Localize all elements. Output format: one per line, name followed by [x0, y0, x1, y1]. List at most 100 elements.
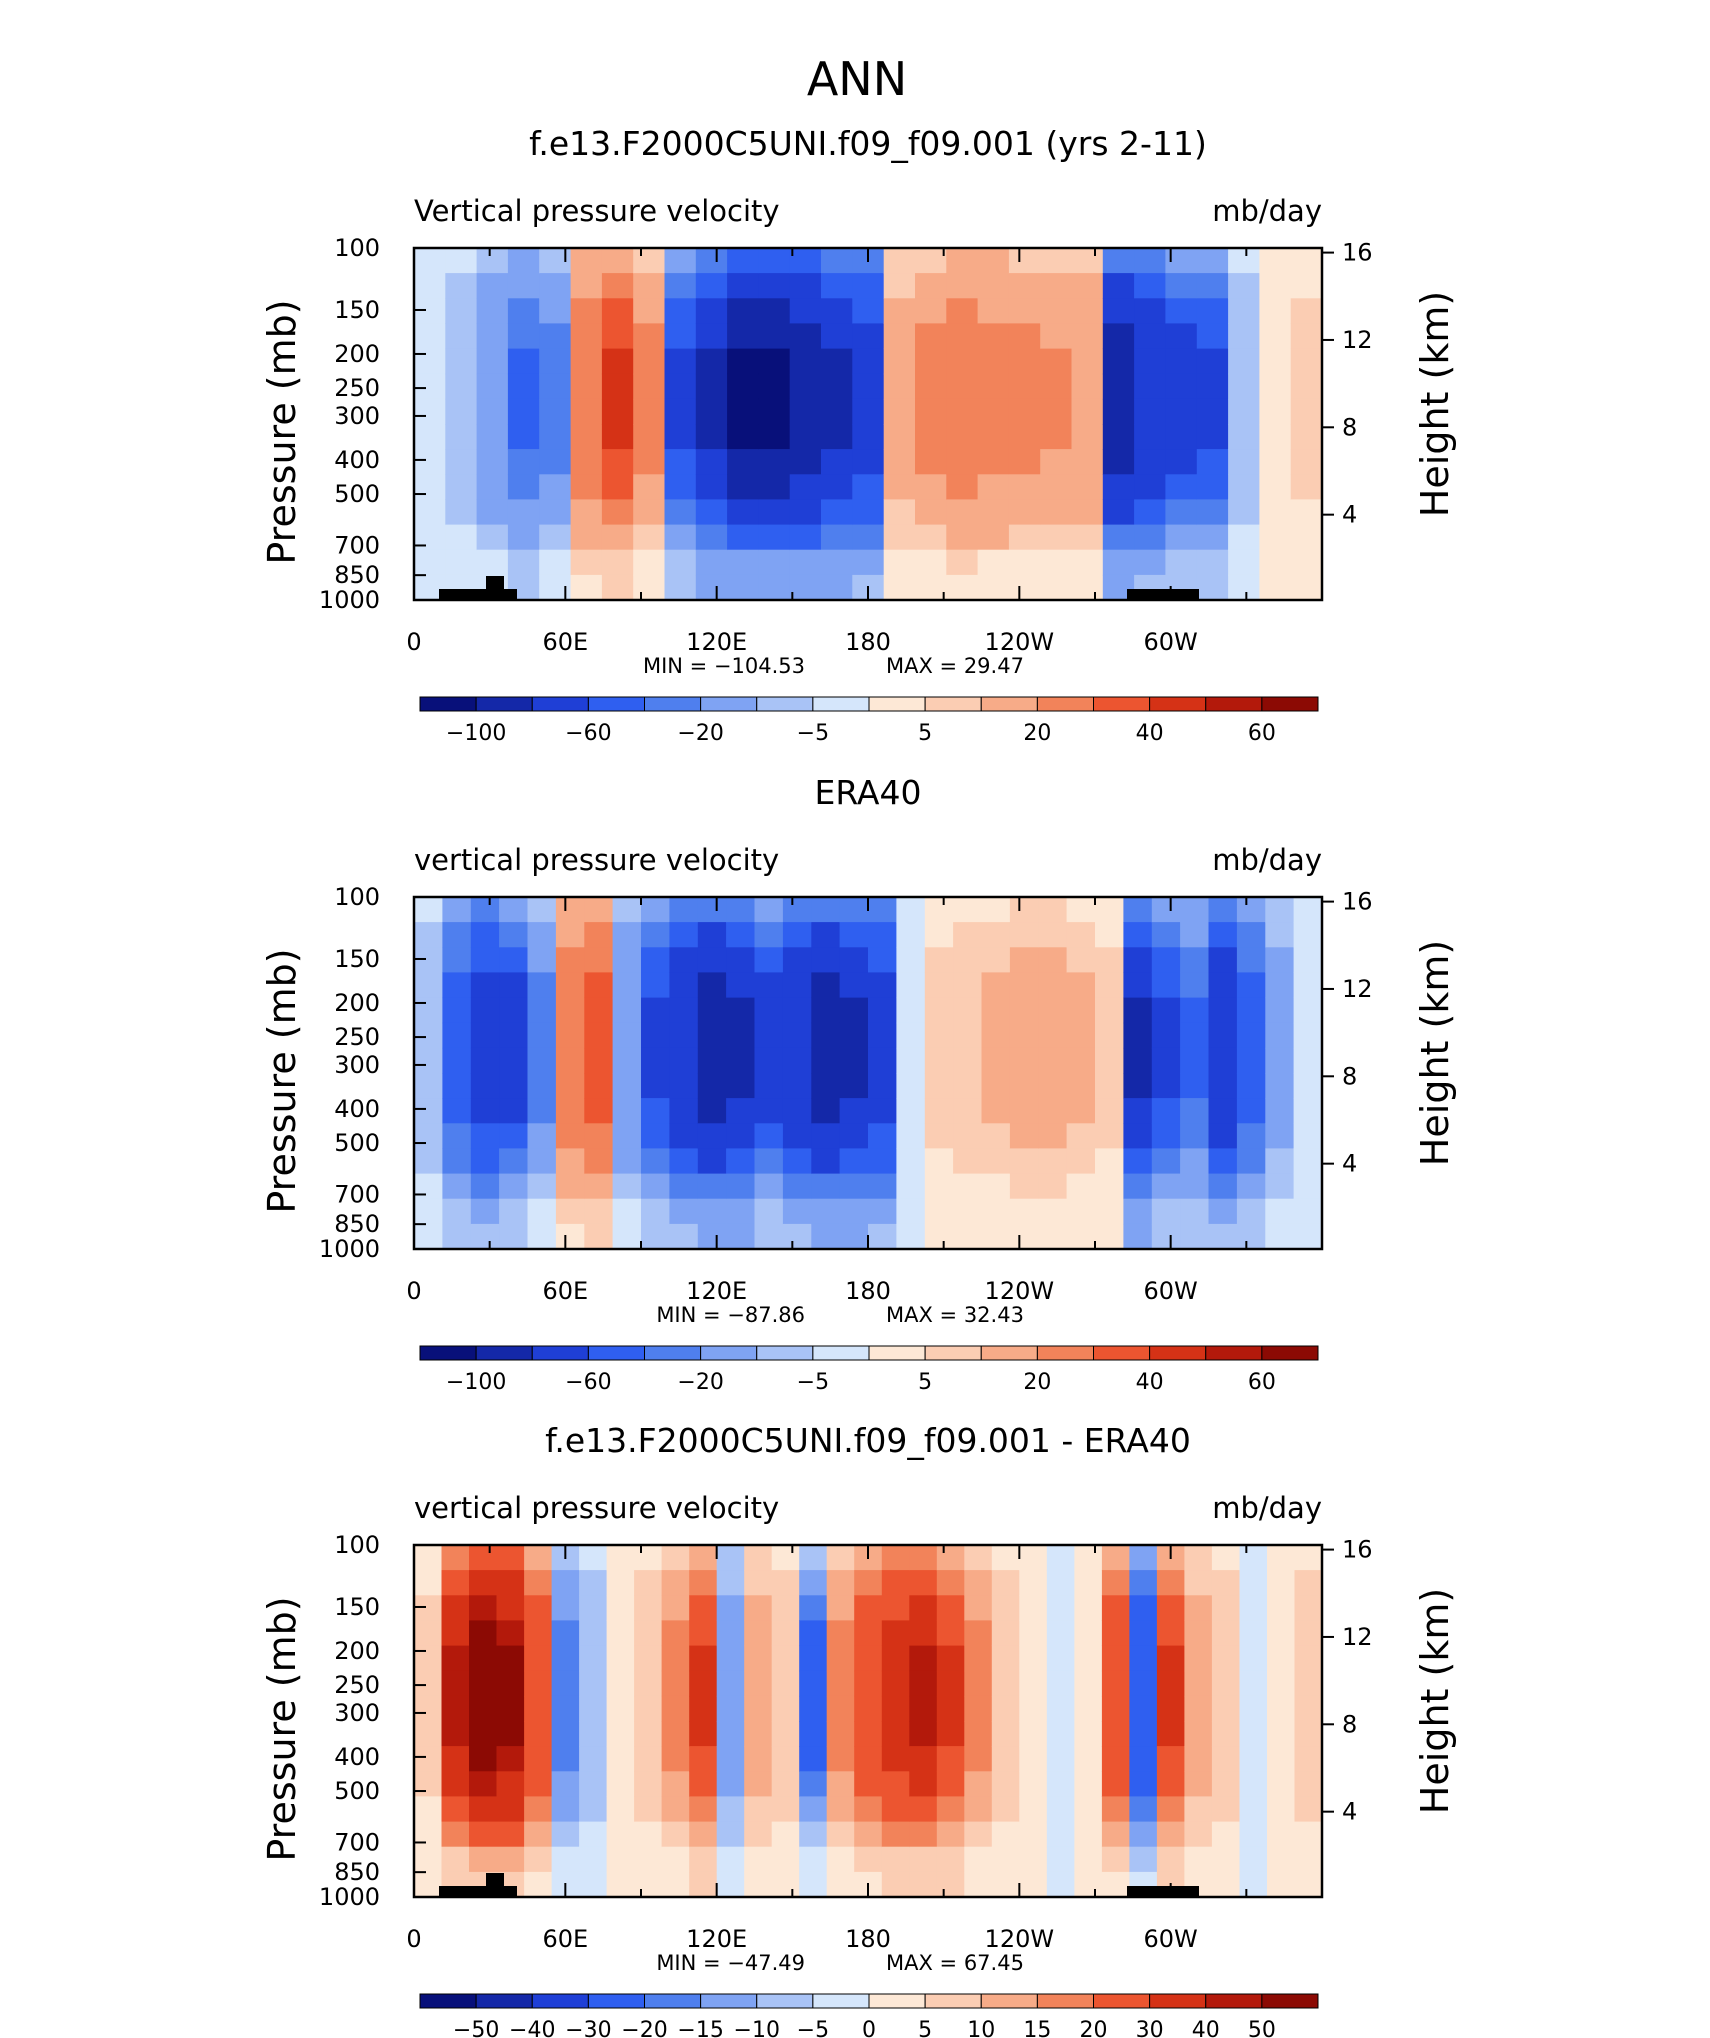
field-cell — [1290, 524, 1323, 551]
field-cell — [1123, 997, 1153, 1024]
field-cell — [1239, 1721, 1268, 1747]
field-cell — [579, 1821, 608, 1848]
pressure-tick-label: 850 — [334, 1210, 380, 1238]
colorbar-swatch — [868, 1993, 926, 2009]
height-tick-label: 12 — [1342, 326, 1373, 354]
field-cell — [946, 398, 979, 425]
field-cell — [991, 1545, 1020, 1571]
field-cell — [1239, 1871, 1268, 1898]
field-cell — [1074, 1846, 1103, 1873]
field-cell — [946, 248, 979, 274]
field-cell — [826, 1545, 855, 1571]
field-cell — [771, 1595, 800, 1621]
field-cell — [839, 947, 869, 973]
field-cell — [442, 1073, 472, 1099]
field-cell — [852, 398, 885, 425]
field-cell — [414, 1746, 443, 1772]
field-cell — [826, 1846, 855, 1873]
field-cell — [555, 1073, 585, 1099]
topography-africa — [439, 589, 517, 600]
field-cell — [1211, 1721, 1240, 1747]
field-cell — [883, 424, 916, 450]
field-cell — [669, 1123, 699, 1149]
field-cell — [584, 947, 614, 973]
field-cell — [1294, 1721, 1323, 1747]
field-cell — [1151, 1047, 1181, 1074]
colorbar-swatch — [700, 1993, 758, 2009]
field-cell — [1211, 1871, 1240, 1898]
field-cell — [1019, 1570, 1048, 1596]
field-cell — [1008, 373, 1041, 400]
field-cell — [496, 1796, 525, 1823]
pressure-tick-label: 150 — [334, 945, 380, 973]
field-cell — [1040, 248, 1073, 274]
field-cell — [612, 1022, 642, 1049]
field-cell — [924, 1173, 954, 1200]
field-cell — [789, 273, 822, 299]
field-cell — [1134, 449, 1166, 475]
field-cell — [1040, 549, 1073, 576]
field-cell — [1259, 474, 1292, 500]
field-cell — [579, 1595, 608, 1621]
field-cell — [1046, 1595, 1075, 1621]
field-cell — [1180, 1047, 1210, 1074]
pressure-tick-label: 300 — [334, 402, 380, 430]
field-cell — [1040, 348, 1073, 375]
x-tick-label: 60E — [542, 1925, 588, 1953]
field-cell — [1156, 1695, 1185, 1722]
field-cell — [1239, 1645, 1268, 1672]
field-cell — [977, 373, 1010, 400]
field-cell — [633, 524, 666, 551]
field-cell — [727, 273, 759, 299]
field-cell — [1259, 273, 1292, 299]
field-cell — [1211, 1645, 1240, 1672]
field-cell — [1184, 1846, 1213, 1873]
field-cell — [1208, 997, 1238, 1024]
field-cell — [1102, 549, 1135, 576]
field-cell — [1009, 1223, 1039, 1250]
field-cell — [1066, 1198, 1096, 1225]
field-cell — [697, 1073, 727, 1099]
field-cell — [570, 323, 603, 350]
colorbar-swatch — [644, 1345, 702, 1361]
field-cell — [1294, 1746, 1323, 1772]
field-cell — [1293, 947, 1323, 973]
field-cell — [821, 323, 853, 350]
field-cell — [539, 499, 572, 526]
x-tick-label: 60W — [1144, 1925, 1198, 1953]
field-cell — [551, 1595, 580, 1621]
field-cell — [868, 1198, 897, 1225]
field-cell — [414, 549, 446, 576]
field-cell — [1265, 1198, 1295, 1225]
field-cell — [716, 1846, 745, 1873]
field-cell — [499, 972, 529, 999]
field-cell — [839, 1198, 869, 1225]
field-cell — [1074, 1595, 1103, 1621]
field-cell — [1040, 424, 1073, 450]
field-cell — [782, 1047, 812, 1074]
colorbar-swatch — [531, 1993, 589, 2009]
field-cell — [936, 1721, 965, 1747]
field-cell — [1095, 897, 1124, 923]
y2-axis-title: Height (km) — [1413, 291, 1457, 517]
field-cell — [915, 549, 947, 576]
field-cell — [758, 323, 791, 350]
field-cell — [852, 424, 885, 450]
field-cell — [826, 1570, 855, 1596]
colorbar-swatch — [475, 1993, 533, 2009]
field-cell — [633, 323, 666, 350]
max-label: MAX = 29.47 — [886, 654, 1024, 678]
field-cell — [1208, 1047, 1238, 1074]
field-cell — [977, 348, 1010, 375]
pressure-tick-label: 850 — [334, 1858, 380, 1886]
field-cell — [633, 474, 666, 500]
pressure-tick-label: 200 — [334, 989, 380, 1017]
field-cell — [445, 348, 478, 375]
field-cell — [441, 1746, 470, 1772]
field-cell — [1236, 1098, 1266, 1124]
field-cell — [634, 1721, 663, 1747]
field-cell — [1008, 574, 1041, 601]
field-cell — [896, 1047, 926, 1074]
field-cell — [821, 449, 853, 475]
field-cell — [634, 1796, 663, 1823]
